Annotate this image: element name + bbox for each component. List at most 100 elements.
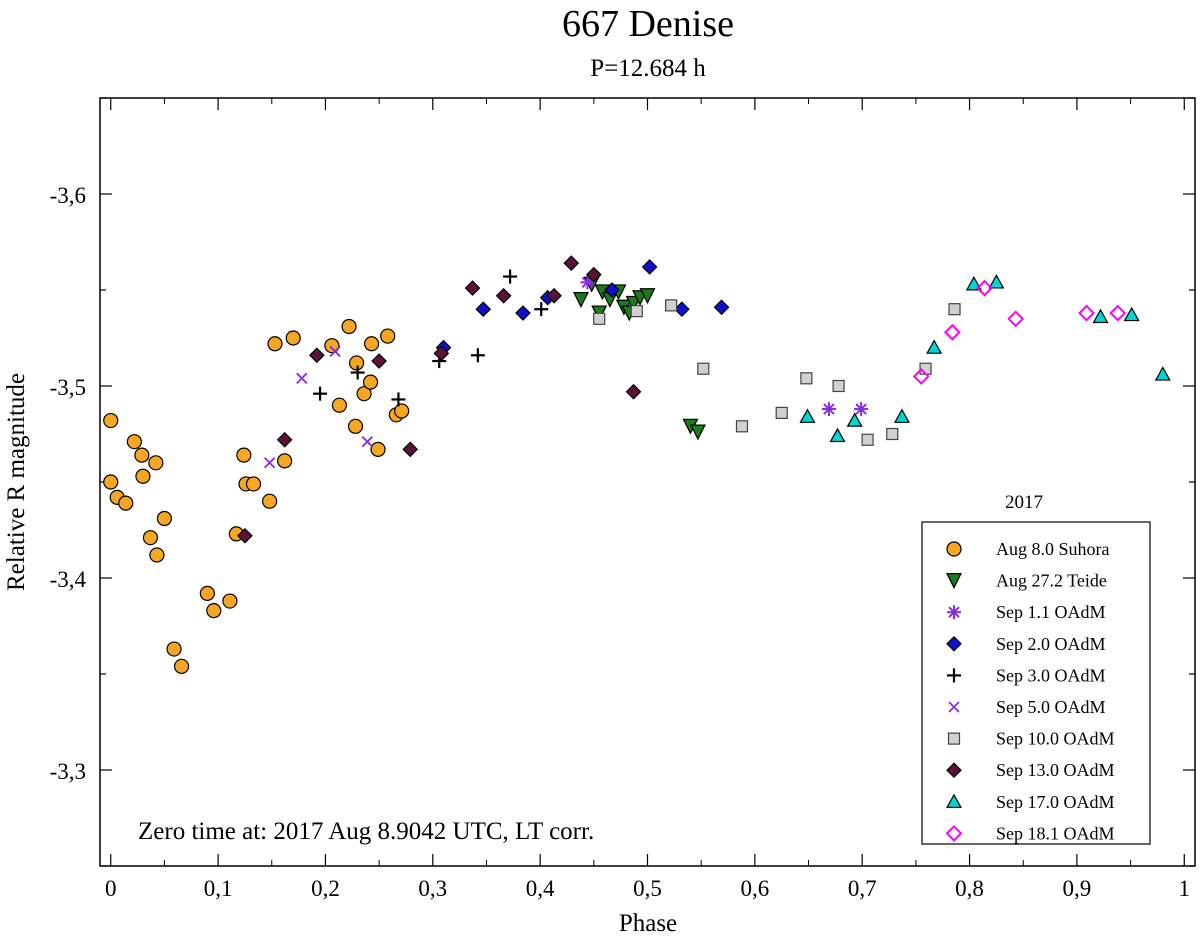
data-point — [277, 453, 293, 469]
legend-item: Sep 2.0 OAdM — [946, 634, 1106, 654]
data-point — [263, 457, 276, 469]
legend-marker — [945, 793, 963, 809]
data-point — [829, 427, 846, 443]
legend-item: Sep 3.0 OAdM — [947, 665, 1106, 685]
data-point — [988, 274, 1005, 289]
data-point — [800, 372, 813, 385]
data-point — [893, 408, 910, 423]
data-point — [331, 397, 347, 413]
x-tick-label: 0,6 — [740, 876, 769, 901]
y-tick-label: -3,4 — [50, 567, 87, 592]
data-point — [199, 585, 215, 601]
x-tick-label: 0,2 — [311, 876, 340, 901]
legend-item: Aug 8.0 Suhora — [946, 539, 1110, 559]
data-point — [495, 287, 512, 304]
data-points — [103, 255, 1171, 674]
legend-label: Sep 5.0 OAdM — [996, 697, 1106, 717]
data-point — [639, 288, 656, 305]
legend-marker — [945, 824, 963, 842]
data-point — [775, 406, 788, 419]
data-point — [1007, 310, 1025, 328]
data-point — [641, 259, 658, 275]
data-point — [222, 593, 238, 609]
legend-item: Sep 17.0 OAdM — [945, 792, 1115, 812]
data-point — [585, 266, 602, 283]
x-axis-ticks: 0 0,1 0,2 0,3 0,4 0,5 0,6 0,7 0,8 0,9 1 — [105, 98, 1190, 901]
y-tick-label: -3,3 — [50, 759, 86, 784]
data-point — [861, 433, 874, 446]
data-point — [697, 362, 710, 375]
legend-marker — [948, 701, 960, 713]
data-point — [854, 402, 869, 417]
data-point — [475, 301, 492, 318]
legend-label: Sep 10.0 OAdM — [996, 729, 1115, 749]
data-point — [126, 434, 142, 450]
x-tick-label: 0,9 — [1063, 876, 1092, 901]
data-point — [464, 280, 481, 296]
chart-subtitle: P=12.684 h — [590, 55, 706, 82]
data-point — [262, 493, 278, 509]
data-point — [309, 347, 325, 364]
data-point — [735, 420, 749, 433]
legend-marker — [947, 605, 961, 620]
data-point — [433, 345, 450, 362]
data-point — [324, 338, 340, 354]
data-point — [394, 403, 410, 419]
data-point — [886, 427, 899, 441]
x-axis-label: Phase — [619, 910, 677, 937]
data-point — [546, 287, 562, 304]
legend-marker — [947, 732, 961, 745]
legend-marker — [946, 635, 962, 652]
data-point — [391, 392, 406, 407]
data-point — [356, 386, 372, 402]
legend-marker — [946, 572, 962, 589]
x-tick-label: 0,1 — [204, 876, 233, 901]
data-point — [206, 603, 222, 619]
data-point — [380, 328, 396, 344]
data-point — [625, 383, 642, 400]
legend-label: Sep 17.0 OAdM — [996, 792, 1115, 812]
legend-item: Sep 13.0 OAdM — [946, 760, 1115, 780]
data-point — [347, 418, 364, 434]
data-point — [572, 292, 589, 308]
data-point — [1078, 304, 1095, 322]
data-point — [364, 336, 380, 352]
data-point — [580, 275, 595, 290]
data-point — [237, 527, 253, 544]
data-point — [236, 447, 252, 463]
data-point — [503, 269, 518, 284]
legend-item: Sep 10.0 OAdM — [947, 729, 1115, 749]
data-point — [563, 255, 580, 271]
data-point — [329, 345, 341, 358]
data-point — [965, 276, 982, 291]
data-point — [313, 386, 328, 401]
legend-marker — [946, 762, 962, 779]
data-point — [285, 330, 301, 346]
legend: Aug 8.0 Suhora Aug 27.2 Teide Sep 1.1 OAdM… — [945, 539, 1115, 843]
data-point — [370, 441, 386, 457]
data-point — [846, 412, 863, 427]
data-point — [665, 299, 678, 312]
legend-label: Aug 27.2 Teide — [996, 571, 1107, 591]
legend-item: Sep 18.1 OAdM — [945, 823, 1115, 843]
legend-label: Sep 2.0 OAdM — [996, 634, 1106, 654]
data-point — [350, 365, 365, 380]
data-point — [156, 510, 173, 527]
legend-item: Sep 1.1 OAdM — [947, 602, 1106, 622]
zero-time-annotation: Zero time at: 2017 Aug 8.9042 UTC, LT co… — [138, 818, 594, 845]
y-axis-label: Relative R magnitude — [3, 373, 30, 591]
data-point — [148, 455, 164, 471]
data-point — [361, 436, 373, 448]
data-point — [371, 353, 387, 369]
data-point — [341, 318, 357, 335]
y-tick-label: -3,6 — [50, 183, 86, 208]
legend-label: Sep 13.0 OAdM — [996, 760, 1115, 780]
data-point — [142, 530, 159, 546]
legend-item: Sep 5.0 OAdM — [948, 697, 1106, 717]
data-point — [926, 339, 943, 354]
data-point — [912, 367, 930, 385]
data-point — [135, 468, 151, 484]
data-point — [1092, 308, 1109, 324]
data-point — [118, 495, 134, 511]
x-tick-label: 0,3 — [418, 876, 447, 901]
